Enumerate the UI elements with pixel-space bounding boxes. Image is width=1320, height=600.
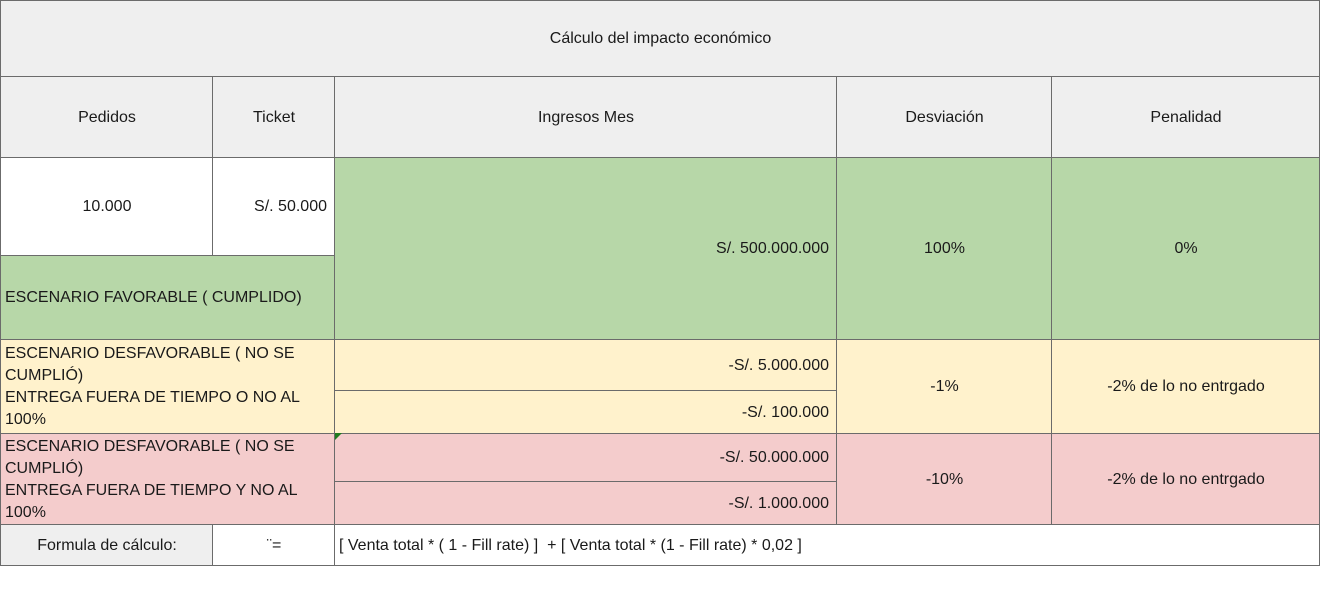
scenario-desfavorable-1-line1: ESCENARIO DESFAVORABLE ( NO SE CUMPLIÓ): [5, 345, 295, 384]
formula-symbol: ¨=: [212, 524, 335, 566]
formula-expression: [ Venta total * ( 1 - Fill rate) ] + [ V…: [334, 524, 1320, 566]
header-ticket: Ticket: [212, 76, 335, 158]
favorable-desviacion: 100%: [836, 157, 1052, 340]
scenario-desfavorable-2-line1: ESCENARIO DESFAVORABLE ( NO SE CUMPLIÓ): [5, 437, 295, 477]
scenario-favorable-label: ESCENARIO FAVORABLE ( CUMPLIDO): [0, 255, 335, 340]
table-title-text: Cálculo del impacto económico: [549, 30, 772, 47]
table-title: Cálculo del impacto económico: [0, 0, 1320, 77]
desfavorable-2-penalidad: -2% de lo no entrgado: [1051, 433, 1320, 525]
desfavorable-1-penalidad: -2% de lo no entrgado: [1051, 339, 1320, 434]
pedidos-value: 10.000: [0, 157, 213, 256]
scenario-desfavorable-2-line2: ENTREGA FUERA DE TIEMPO Y NO AL 100%: [5, 481, 297, 521]
desfavorable-1-ingresos-2: -S/. 100.000: [334, 390, 837, 434]
desfavorable-2-ingresos-2: -S/. 1.000.000: [334, 481, 837, 525]
desfavorable-2-desviacion: -10%: [836, 433, 1052, 525]
favorable-ingresos: S/. 500.000.000: [334, 157, 837, 340]
cell-comment-marker-icon: [335, 433, 342, 440]
scenario-desfavorable-1-label: ESCENARIO DESFAVORABLE ( NO SE CUMPLIÓ) …: [0, 339, 335, 434]
scenario-favorable-label-text: ESCENARIO FAVORABLE ( CUMPLIDO): [5, 289, 302, 306]
header-penalidad: Penalidad: [1051, 76, 1320, 158]
header-ingresos-mes: Ingresos Mes: [334, 76, 837, 158]
ticket-value: S/. 50.000: [212, 157, 335, 256]
desfavorable-1-desviacion: -1%: [836, 339, 1052, 434]
scenario-desfavorable-2-label: ESCENARIO DESFAVORABLE ( NO SE CUMPLIÓ) …: [0, 433, 335, 525]
header-desviacion: Desviación: [836, 76, 1052, 158]
desfavorable-1-ingresos-1: -S/. 5.000.000: [334, 339, 837, 391]
favorable-penalidad: 0%: [1051, 157, 1320, 340]
scenario-desfavorable-1-line2: ENTREGA FUERA DE TIEMPO O NO AL 100%: [5, 389, 300, 428]
table-border-bottom: [0, 565, 1320, 566]
header-pedidos: Pedidos: [0, 76, 213, 158]
desfavorable-2-ingresos-1: -S/. 50.000.000: [334, 433, 837, 482]
formula-label: Formula de cálculo:: [0, 524, 213, 566]
